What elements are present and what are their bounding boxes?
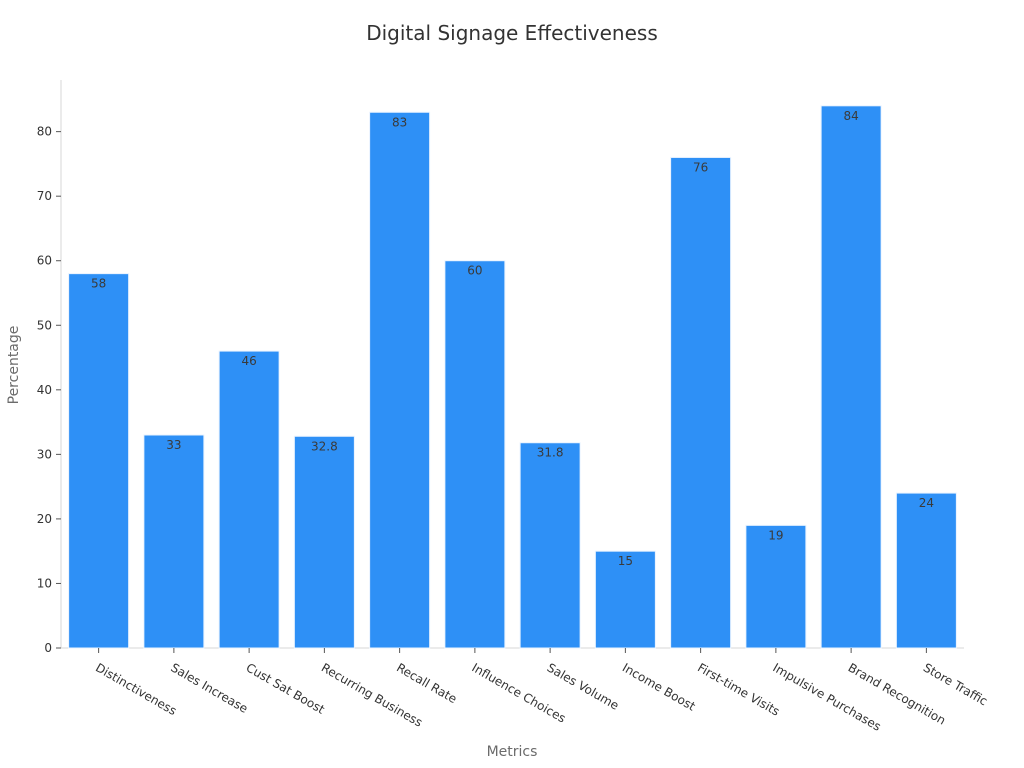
x-tick-label: Cust Sat Boost — [244, 660, 328, 716]
bar-sales-volume — [519, 442, 581, 649]
x-tick-label: Sales Increase — [168, 660, 250, 715]
bar-impulsive-purchases — [745, 524, 807, 649]
y-tick-label: 30 — [37, 447, 52, 461]
x-tick-label: Sales Volume — [545, 660, 622, 712]
bar-recurring-business — [293, 435, 355, 649]
data-label: 24 — [919, 496, 934, 510]
data-label: 19 — [768, 528, 783, 542]
y-tick-label: 10 — [37, 576, 52, 590]
x-tick-label: Income Boost — [620, 660, 698, 713]
bar-sales-increase — [143, 434, 205, 649]
y-tick-label: 80 — [37, 125, 52, 139]
bar-store-traffic — [895, 492, 957, 649]
bar-first-time-visits — [670, 156, 732, 649]
data-label: 83 — [392, 115, 407, 129]
bar-influence-choices — [444, 260, 506, 649]
bar-income-boost — [594, 550, 656, 649]
data-labels-group: 58 33 46 32.8 83 60 31.8 15 76 19 84 24 — [91, 109, 934, 568]
y-tick-label: 20 — [37, 512, 52, 526]
chart-title: Digital Signage Effectiveness — [366, 21, 658, 45]
x-axis-label: Metrics — [487, 744, 538, 760]
y-tick-label: 0 — [44, 641, 52, 655]
y-tick-label: 60 — [37, 254, 52, 268]
y-tick-label: 40 — [37, 383, 52, 397]
y-axis-ticks: 0 10 20 30 40 50 60 70 80 — [37, 125, 61, 655]
x-tick-label: Distinctiveness — [93, 660, 179, 718]
bar-recall-rate — [369, 111, 431, 649]
data-label: 60 — [467, 264, 482, 278]
x-tick-label: Store Traffic — [921, 660, 990, 708]
bar-brand-recognition — [820, 105, 882, 649]
data-label: 58 — [91, 277, 106, 291]
bar-distinctiveness — [68, 273, 130, 649]
y-tick-label: 50 — [37, 318, 52, 332]
x-tick-label: Recall Rate — [394, 660, 459, 706]
x-tick-label: First-time Visits — [695, 660, 782, 718]
bar-cust-sat-boost — [218, 350, 280, 649]
axes — [60, 80, 964, 649]
data-label: 32.8 — [311, 439, 338, 453]
data-label: 31.8 — [537, 446, 564, 460]
y-tick-label: 70 — [37, 189, 52, 203]
bars-group — [68, 105, 957, 649]
data-label: 76 — [693, 160, 708, 174]
data-label: 84 — [843, 109, 858, 123]
data-label: 46 — [241, 354, 256, 368]
data-label: 15 — [618, 554, 633, 568]
data-label: 33 — [166, 438, 181, 452]
y-axis-label: Percentage — [6, 326, 22, 405]
